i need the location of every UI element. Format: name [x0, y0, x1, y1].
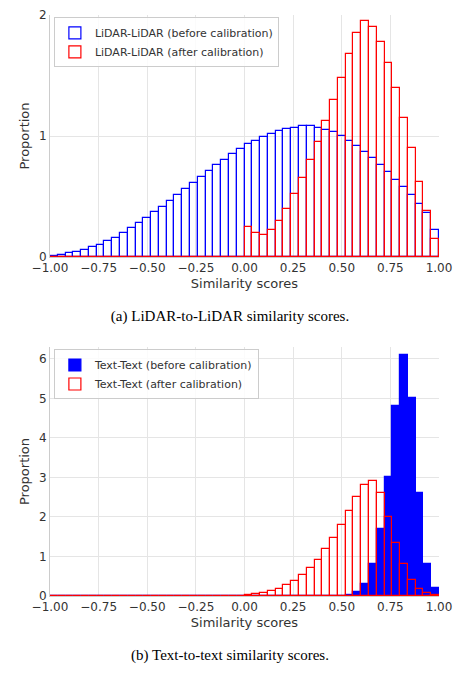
- svg-text:0.00: 0.00: [231, 600, 258, 614]
- svg-text:0.25: 0.25: [280, 600, 307, 614]
- svg-text:−0.75: −0.75: [80, 600, 117, 614]
- svg-text:LiDAR-LiDAR (after calibration: LiDAR-LiDAR (after calibration): [95, 46, 264, 59]
- svg-text:Text-Text (before calibration): Text-Text (before calibration): [94, 359, 252, 372]
- svg-text:−0.25: −0.25: [177, 261, 214, 275]
- html-text:(a) LiDAR-to-LiDAR similarity: (a) LiDAR-to-LiDAR similarity scores.: [110, 308, 350, 324]
- svg-text:3: 3: [39, 471, 47, 485]
- svg-text:1: 1: [39, 129, 47, 143]
- svg-text:0: 0: [39, 589, 47, 603]
- svg-text:0.75: 0.75: [377, 261, 404, 275]
- svg-text:0.25: 0.25: [280, 261, 307, 275]
- svg-text:0.00: 0.00: [231, 261, 258, 275]
- svg-text:1.00: 1.00: [426, 261, 453, 275]
- svg-text:1: 1: [39, 550, 47, 564]
- svg-text:Proportion: Proportion: [17, 102, 32, 169]
- svg-text:−0.75: −0.75: [80, 261, 117, 275]
- svg-text:1.00: 1.00: [426, 600, 453, 614]
- svg-text:−0.50: −0.50: [129, 261, 166, 275]
- svg-text:4: 4: [39, 431, 47, 445]
- svg-text:2: 2: [39, 8, 47, 22]
- svg-text:5: 5: [39, 392, 47, 406]
- svg-text:Similarity scores: Similarity scores: [191, 615, 299, 630]
- svg-text:0.75: 0.75: [377, 600, 404, 614]
- svg-text:2: 2: [39, 510, 47, 524]
- svg-text:−1.00: −1.00: [32, 600, 69, 614]
- svg-text:−1.00: −1.00: [32, 261, 69, 275]
- svg-text:Proportion: Proportion: [17, 438, 32, 505]
- svg-text:−0.50: −0.50: [129, 600, 166, 614]
- svg-text:Similarity scores: Similarity scores: [191, 276, 299, 291]
- svg-text:Text-Text (after calibration): Text-Text (after calibration): [94, 378, 242, 391]
- svg-text:0: 0: [39, 250, 47, 264]
- svg-text:0.50: 0.50: [328, 261, 355, 275]
- svg-text:6: 6: [39, 352, 47, 366]
- svg-text:LiDAR-LiDAR (before calibratio: LiDAR-LiDAR (before calibration): [95, 27, 273, 40]
- svg-text:0.50: 0.50: [328, 600, 355, 614]
- svg-text:−0.25: −0.25: [177, 600, 214, 614]
- html-text:(b) Text-to-text similarity sc: (b) Text-to-text similarity scores.: [131, 647, 329, 663]
